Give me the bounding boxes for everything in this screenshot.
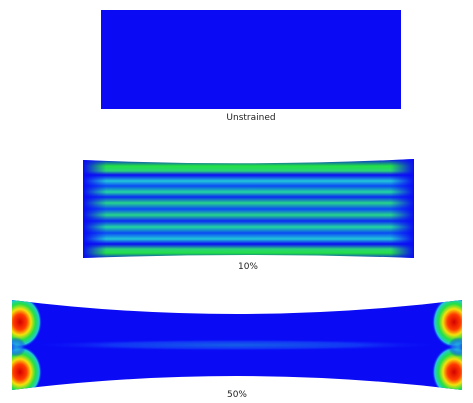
panel-50-percent (12, 300, 462, 390)
caption-10-percent: 10% (237, 262, 258, 272)
caption-50-percent: 50% (226, 390, 247, 400)
panel-unstrained (101, 10, 401, 109)
panel-10-percent (83, 159, 414, 258)
specimen-10-percent (83, 159, 414, 258)
specimen-50-percent (12, 300, 462, 390)
specimen-unstrained (101, 10, 401, 109)
caption-unstrained: Unstrained (226, 113, 276, 123)
